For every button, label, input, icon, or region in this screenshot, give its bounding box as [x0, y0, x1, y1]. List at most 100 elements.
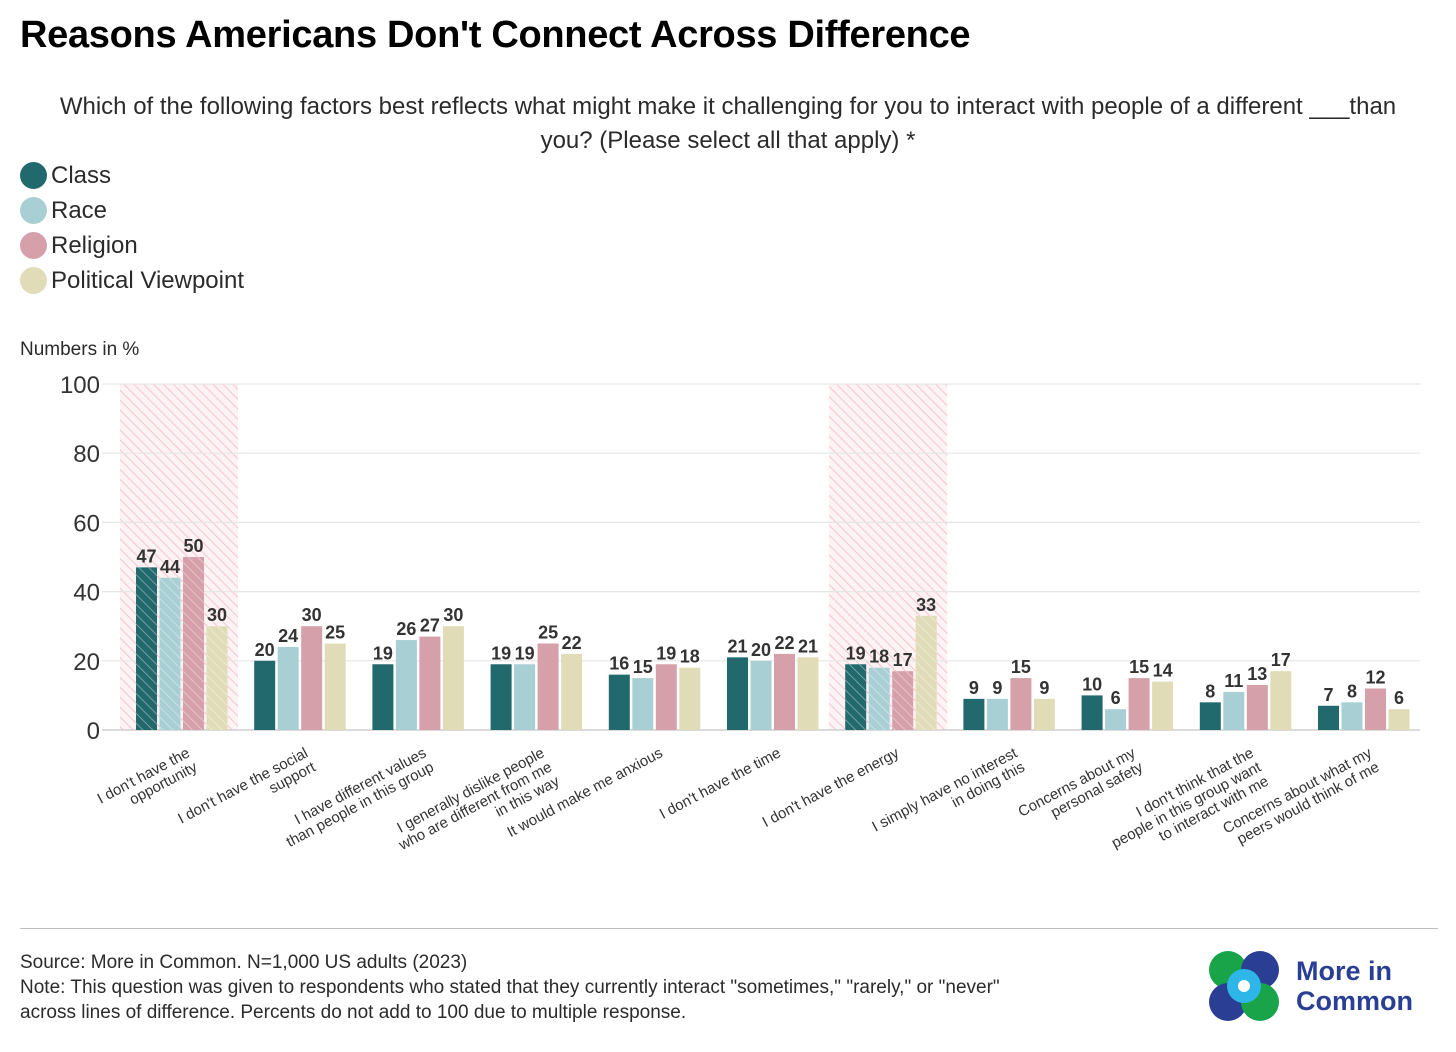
bar — [301, 626, 323, 730]
data-label: 19 — [491, 643, 511, 663]
y-tick-label: 80 — [73, 441, 100, 468]
data-label: 17 — [1271, 650, 1291, 670]
bar — [679, 667, 701, 730]
legend-label-religion: Religion — [51, 231, 138, 259]
logo-text: More in Common — [1296, 956, 1413, 1016]
bar — [1152, 681, 1174, 730]
bar-hatch — [892, 671, 914, 730]
bar — [986, 698, 1008, 730]
bar — [608, 674, 630, 730]
data-label: 30 — [302, 605, 322, 625]
data-label: 25 — [538, 623, 558, 643]
data-label: 19 — [515, 643, 535, 663]
legend: Class Race Religion Political Viewpoint — [20, 158, 244, 298]
note-line-1: Note: This question was given to respond… — [20, 977, 1000, 998]
bar — [1223, 691, 1245, 730]
data-label: 33 — [916, 595, 936, 615]
bar — [1246, 685, 1268, 730]
bar-hatch — [159, 577, 181, 730]
data-label: 12 — [1365, 667, 1385, 687]
data-label: 8 — [1205, 681, 1215, 701]
bar — [774, 653, 795, 730]
bar — [1033, 698, 1055, 730]
y-tick-label: 40 — [73, 580, 100, 607]
data-label: 9 — [992, 678, 1002, 698]
footer-divider — [20, 928, 1438, 929]
bar — [1270, 671, 1292, 730]
data-label: 47 — [136, 546, 156, 566]
data-label: 10 — [1082, 674, 1102, 694]
data-label: 14 — [1153, 661, 1173, 681]
logo-text-line-1: More in — [1296, 956, 1393, 986]
bar — [963, 698, 985, 730]
bar — [442, 626, 464, 730]
unit-note: Numbers in % — [20, 339, 140, 360]
data-label: 21 — [727, 636, 747, 656]
data-label: 26 — [396, 619, 416, 639]
bar — [1010, 678, 1032, 730]
data-label: 15 — [1129, 657, 1149, 677]
legend-swatch-political-viewpoint — [20, 267, 47, 294]
legend-label-political-viewpoint: Political Viewpoint — [51, 266, 244, 294]
bar — [395, 640, 417, 730]
bar — [1341, 702, 1363, 730]
data-label: 24 — [278, 626, 298, 646]
legend-item-race: Race — [20, 193, 244, 228]
bar — [797, 657, 819, 730]
y-tick-label: 100 — [60, 372, 100, 399]
bar — [727, 657, 748, 730]
bar-hatch — [868, 667, 890, 730]
data-label: 50 — [183, 536, 203, 556]
legend-item-class: Class — [20, 158, 244, 193]
bar — [561, 653, 583, 730]
legend-swatch-race — [20, 197, 47, 224]
x-tick-label: I don't have the socialsupport — [175, 744, 319, 841]
bar — [1388, 709, 1410, 730]
bar — [1128, 678, 1150, 730]
chart-subtitle: Which of the following factors best refl… — [59, 93, 1397, 154]
data-label: 8 — [1347, 681, 1357, 701]
bar-hatch — [845, 664, 867, 730]
bar — [655, 664, 677, 730]
data-label: 6 — [1394, 688, 1404, 708]
bar — [632, 678, 654, 730]
data-label: 22 — [774, 633, 794, 653]
data-label: 16 — [609, 654, 629, 674]
data-label: 18 — [869, 647, 889, 667]
data-label: 9 — [1039, 678, 1049, 698]
data-label: 13 — [1247, 664, 1267, 684]
data-label: 30 — [207, 605, 227, 625]
data-label: 20 — [751, 640, 771, 660]
logo-icon — [1209, 951, 1279, 1021]
y-tick-label: 60 — [73, 510, 100, 537]
bar-hatch — [136, 567, 157, 730]
bar — [537, 643, 559, 730]
data-label: 30 — [443, 605, 463, 625]
data-label: 19 — [846, 643, 866, 663]
data-label: 20 — [255, 640, 275, 660]
data-label: 21 — [798, 636, 818, 656]
more-in-common-logo: More in Common — [1206, 948, 1413, 1024]
bar — [750, 660, 772, 730]
data-label: 17 — [893, 650, 913, 670]
data-label: 7 — [1323, 685, 1333, 705]
y-tick-label: 0 — [87, 718, 100, 745]
bar — [277, 646, 299, 730]
bar — [514, 664, 536, 730]
source-note: Source: More in Common. N=1,000 US adult… — [20, 950, 1200, 1025]
data-label: 6 — [1111, 688, 1121, 708]
bar — [372, 664, 394, 730]
legend-swatch-class — [20, 162, 47, 189]
data-label: 22 — [562, 633, 582, 653]
bar — [254, 660, 276, 730]
data-label: 44 — [160, 557, 180, 577]
bar — [1081, 695, 1103, 730]
data-label: 18 — [680, 647, 700, 667]
x-tick-label: Concerns about mypersonal safety — [1015, 744, 1146, 834]
bar — [490, 664, 512, 730]
chart-title: Reasons Americans Don't Connect Across D… — [20, 14, 971, 56]
data-label: 25 — [325, 623, 345, 643]
data-label: 19 — [656, 643, 676, 663]
data-label: 15 — [1011, 657, 1031, 677]
